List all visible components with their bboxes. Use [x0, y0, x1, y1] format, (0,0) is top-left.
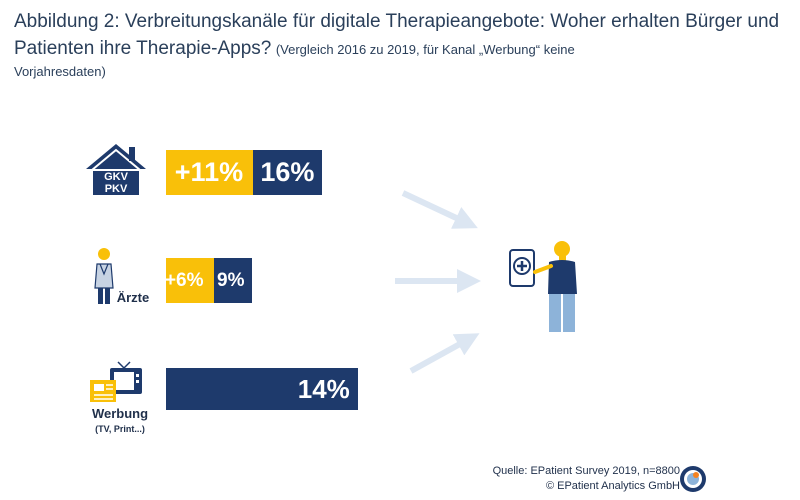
person-with-phone-icon	[509, 241, 577, 332]
arrow-top	[401, 190, 478, 229]
label-werbung-sub: (TV, Print...)	[95, 424, 145, 434]
chart-title: Abbildung 2: Verbreitungskanäle für digi…	[14, 8, 784, 82]
house-icon: GKV PKV	[86, 144, 146, 195]
source-line2: © EPatient Analytics GmbH	[545, 480, 680, 492]
source-note: Quelle: EPatient Survey 2019, n=8800 © E…	[493, 464, 680, 494]
title-sub: (Vergleich 2016 zu 2019, für Kanal „Werb…	[275, 42, 575, 57]
title-main: Abbildung 2: Verbreitungskanäle für digi…	[14, 11, 780, 59]
house-label-gkv: GKV	[104, 171, 129, 183]
bar-value-1: 16%	[253, 150, 323, 195]
house-label-pkv: PKV	[105, 183, 128, 195]
bar-value-2: 9%	[213, 258, 253, 303]
arrows	[395, 190, 481, 374]
label-aerzte: Ärzte	[116, 290, 150, 305]
bar-increase-1: +11%	[166, 150, 254, 195]
epatient-logo-icon	[680, 466, 706, 492]
tv-newspaper-icon	[90, 361, 142, 402]
bar-increase-2: +6%	[165, 258, 214, 303]
arrow-bottom	[409, 333, 480, 374]
source-line1: Quelle: EPatient Survey 2019, n=8800	[492, 465, 680, 477]
title-sub-line2: Vorjahresdaten)	[14, 64, 106, 79]
doctor-icon	[94, 248, 114, 304]
bar-value-3: 14%	[166, 368, 358, 410]
label-werbung: Werbung	[91, 406, 149, 421]
